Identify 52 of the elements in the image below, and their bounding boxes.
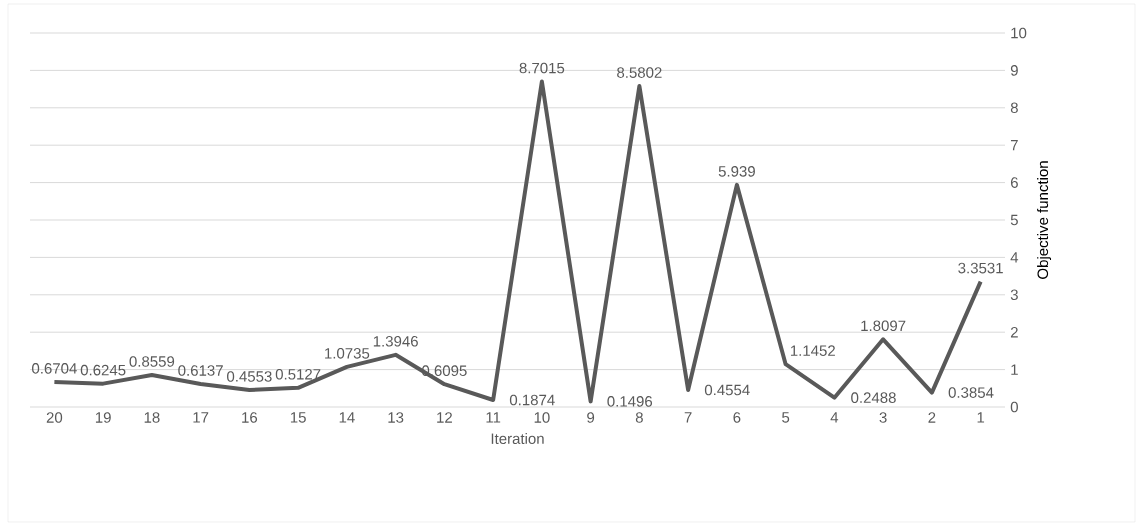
y-tick-label: 9: [1010, 65, 1018, 76]
x-tick-label: 9: [587, 412, 595, 423]
x-tick-label: 1: [977, 412, 985, 423]
y-axis-title: Objective function: [1037, 161, 1052, 279]
data-label: 0.8559: [129, 356, 175, 367]
x-tick-label: 19: [95, 412, 111, 423]
x-tick-label: 5: [782, 412, 790, 423]
data-label: 1.3946: [373, 336, 418, 347]
data-label: 0.6245: [80, 364, 126, 376]
y-tick-label: 10: [1011, 27, 1027, 39]
y-tick-label: 0: [1010, 401, 1018, 413]
x-tick-label: 15: [290, 412, 306, 423]
data-label: 8.7015: [519, 62, 565, 74]
data-label: 1.8097: [861, 320, 906, 332]
x-tick-label: 17: [193, 412, 209, 423]
y-tick-label: 3: [1010, 289, 1018, 301]
x-tick-label: 2: [928, 412, 936, 423]
x-tick-label: 10: [534, 412, 550, 423]
x-tick-label: 4: [830, 412, 839, 423]
x-tick-label: 7: [684, 412, 692, 423]
x-tick-label: 14: [339, 412, 355, 423]
data-label: 0.1496: [607, 396, 653, 407]
y-tick-label: 6: [1010, 177, 1018, 188]
x-axis-title: Iteration: [491, 433, 544, 445]
data-label: 0.1874: [509, 394, 555, 406]
data-label: 3.3531: [958, 262, 1003, 274]
data-label: 0.4554: [704, 384, 750, 396]
y-tick-label: 4: [1010, 252, 1019, 263]
data-label: 0.4553: [227, 371, 272, 382]
data-label: 0.3854: [948, 387, 994, 398]
y-tick-label: 5: [1010, 214, 1018, 226]
y-tick-label: 2: [1010, 326, 1018, 338]
data-label: 8.5802: [617, 67, 662, 78]
data-label: 1.0735: [325, 348, 370, 359]
x-tick-label: 12: [437, 412, 452, 423]
y-tick-label: 8: [1010, 102, 1018, 114]
data-label: 0.5127: [275, 368, 321, 380]
x-tick-label: 16: [242, 412, 258, 423]
x-tick-label: 18: [144, 412, 160, 423]
x-tick-label: 11: [486, 412, 501, 423]
x-tick-label: 6: [733, 412, 741, 423]
x-tick-label: 13: [388, 412, 404, 423]
x-tick-label: 3: [879, 412, 887, 423]
y-tick-label: 1: [1011, 364, 1018, 375]
data-label: 5.939: [718, 166, 755, 177]
x-tick-label: 8: [635, 412, 643, 423]
data-label: 1.1452: [790, 345, 835, 356]
x-tick-label: 20: [46, 412, 63, 423]
y-tick-label: 7: [1010, 140, 1018, 151]
data-label: 0.2488: [851, 392, 896, 403]
data-label: 0.6704: [32, 363, 77, 374]
data-label: 0.6137: [178, 365, 223, 376]
